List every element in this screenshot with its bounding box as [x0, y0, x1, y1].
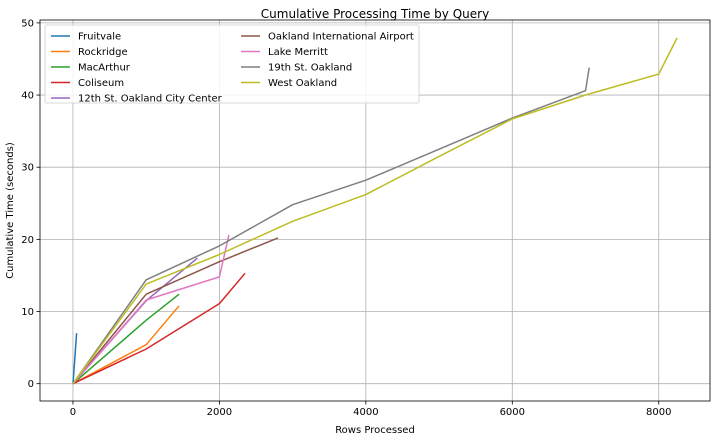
- y-tick-label: 0: [28, 379, 34, 390]
- y-tick-label: 20: [21, 235, 34, 246]
- legend-label-19th-st-oakland: 19th St. Oakland: [268, 63, 352, 74]
- x-tick-label: 2000: [207, 407, 232, 418]
- series-line-lake-merritt: [72, 234, 230, 385]
- x-tick-label: 4000: [353, 407, 378, 418]
- legend-label-west-oakland: West Oakland: [268, 78, 337, 89]
- y-tick-label: 30: [21, 163, 34, 174]
- x-tick-label: 6000: [500, 407, 525, 418]
- series-line-19th-st-oakland: [72, 67, 590, 385]
- series-line-coliseum: [72, 272, 246, 385]
- y-tick-label: 40: [21, 91, 34, 102]
- x-tick-label: 8000: [646, 407, 671, 418]
- y-tick-label: 10: [21, 307, 34, 318]
- legend-label-macarthur: MacArthur: [78, 63, 131, 74]
- x-tick-label: 0: [70, 407, 76, 418]
- legend-box: [44, 24, 420, 104]
- series-line-rockridge: [72, 305, 180, 385]
- series-line-12th-st-oakland-city-center: [72, 257, 198, 385]
- legend-label-oakland-international-airport: Oakland International Airport: [268, 32, 414, 43]
- plot-frame: [39, 19, 711, 402]
- series-line-macarthur: [72, 293, 180, 385]
- legend-label-coliseum: Coliseum: [78, 78, 124, 89]
- y-axis-label: Cumulative Time (seconds): [5, 142, 16, 279]
- legend-label-lake-merritt: Lake Merritt: [268, 47, 328, 58]
- legend-label-12th-st-oakland-city-center: 12th St. Oakland City Center: [78, 94, 223, 105]
- chart-title: Cumulative Processing Time by Query: [261, 7, 489, 21]
- series-line-west-oakland: [72, 37, 678, 385]
- legend-label-fruitvale: Fruitvale: [78, 32, 121, 43]
- series-lines: [72, 37, 678, 385]
- legend: Fruitvale Rockridge MacArthur Coliseum 12th …: [44, 24, 420, 105]
- y-tick-label: 50: [21, 18, 34, 29]
- series-line-oakland-international-airport: [72, 237, 279, 385]
- series-line-fruitvale: [72, 333, 78, 384]
- legend-label-rockridge: Rockridge: [78, 47, 128, 58]
- axis-ticks: 0 2000 4000 6000 8000 0 10 20 30 40 50: [21, 18, 671, 418]
- x-axis-label: Rows Processed: [335, 425, 415, 436]
